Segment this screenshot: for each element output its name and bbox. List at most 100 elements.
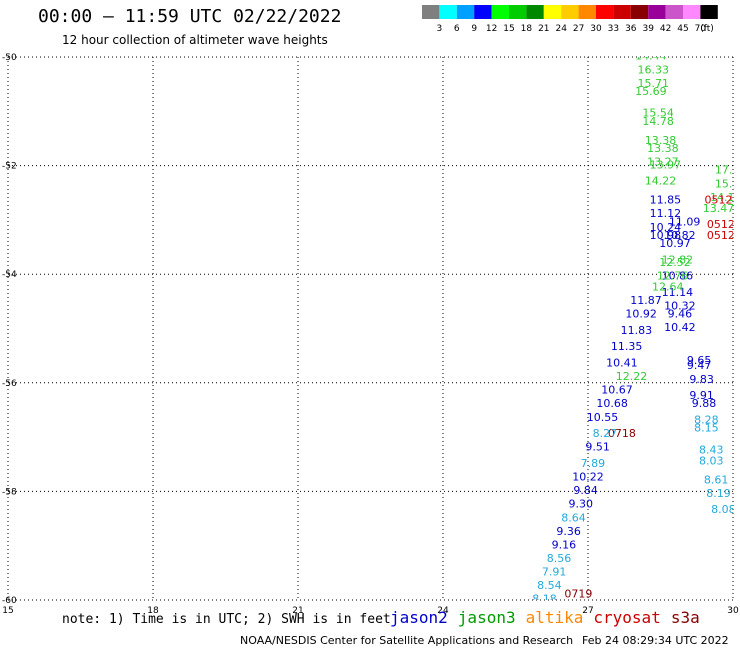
- data-point-label: 14.44: [635, 50, 667, 63]
- data-point-label: 10.82: [664, 229, 696, 242]
- satellite-label: cryosat: [593, 608, 661, 627]
- y-tick-label: -54: [2, 270, 17, 280]
- data-point-label: 10.32: [664, 299, 696, 312]
- data-point-label: 10.98: [650, 229, 682, 242]
- y-tick-label: -60: [2, 596, 17, 606]
- satellite-label: altika: [525, 608, 584, 627]
- legend-swatch: [561, 5, 579, 19]
- legend-tick-label: 45: [677, 24, 688, 33]
- data-point-label: 14.22: [645, 175, 677, 188]
- data-point-label: 15.54: [642, 107, 674, 120]
- data-point-label: 13.97: [650, 158, 682, 171]
- legend-swatch: [491, 5, 509, 19]
- credit-text: NOAA/NESDIS Center for Satellite Applica…: [240, 634, 574, 647]
- legend-swatch: [648, 5, 666, 19]
- data-point-label: 9.84: [573, 484, 598, 497]
- data-point-label: 14.78: [642, 115, 674, 128]
- data-point-label: 0512: [707, 229, 735, 242]
- data-point-label: 10.41: [606, 357, 638, 370]
- data-point-label: 11.14: [662, 286, 694, 299]
- data-point-label: 9.36: [556, 525, 581, 538]
- x-tick-label: 27: [582, 606, 593, 616]
- footer-note: note: 1) Time is in UTC; 2) SWH is in fe…: [62, 612, 391, 627]
- x-tick-label: 24: [437, 606, 449, 616]
- legend-swatch: [578, 5, 596, 19]
- x-tick-label: 15: [2, 606, 13, 616]
- satellite-label: jason3: [457, 608, 516, 627]
- data-point-label: 14.19: [710, 191, 740, 204]
- legend-swatch: [509, 5, 527, 19]
- data-point-label: 10.22: [572, 471, 604, 484]
- data-point-label: 11.85: [650, 194, 682, 207]
- data-point-label: 8.27: [593, 427, 618, 440]
- legend-swatch: [665, 5, 683, 19]
- data-point-label: 7.89: [581, 457, 606, 470]
- data-point-label: 8.19: [706, 487, 731, 500]
- legend-tick-label: 30: [590, 24, 602, 33]
- data-point-label: 8.03: [699, 454, 724, 467]
- y-tick-label: -50: [2, 53, 17, 63]
- data-point-label: 11.12: [650, 207, 682, 220]
- data-point-label: 13.38: [647, 142, 679, 155]
- legend-tick-label: 12: [486, 24, 497, 33]
- data-point-label: 12.52: [659, 256, 691, 269]
- data-point-label: 9.51: [585, 441, 610, 454]
- data-point-label: 0512: [707, 218, 735, 231]
- data-point-label: 9.88: [692, 397, 717, 410]
- data-point-label: 8.64: [561, 511, 586, 524]
- legend-swatch: [439, 5, 457, 19]
- x-tick-label: 18: [147, 606, 159, 616]
- legend-tick-label: 9: [471, 24, 477, 33]
- data-point-label: 0512: [705, 194, 733, 207]
- satellite-legend: jason2 jason3 altika cryosat s3a: [390, 608, 710, 627]
- data-point-label: 11.09: [669, 215, 701, 228]
- data-point-label: 17.14: [715, 164, 740, 177]
- x-tick-label: 30: [727, 606, 739, 616]
- data-point-label: 10.86: [662, 270, 694, 283]
- data-point-label: 10.97: [659, 237, 691, 250]
- data-point-label: 9.47: [687, 359, 712, 372]
- data-point-label: 13.47: [703, 202, 735, 215]
- legend-swatch: [630, 5, 649, 19]
- legend-tick-label: 33: [608, 24, 619, 33]
- legend-swatch: [422, 5, 440, 19]
- data-point-label: 9.65: [687, 354, 712, 367]
- chart-subtitle: 12 hour collection of altimeter wave hei…: [62, 33, 328, 47]
- data-point-label: 13.27: [647, 156, 679, 169]
- legend-tick-label: 6: [454, 24, 460, 33]
- timestamp: Feb 24 08:29:34 UTC 2022: [582, 634, 729, 647]
- y-tick-label: -58: [2, 487, 17, 497]
- chart-title: 00:00 – 11:59 UTC 02/22/2022: [38, 6, 342, 27]
- data-point-label: 11.87: [630, 294, 662, 307]
- legend-swatch: [596, 5, 614, 19]
- satellite-label: jason2: [390, 608, 448, 627]
- legend-swatch: [700, 5, 718, 19]
- data-point-label: 9.91: [689, 389, 714, 402]
- color-legend: 3 6 9 12 15 18 21 24 27 30 33 36 39 42 45 70(ft): [422, 5, 718, 33]
- data-point-label: 10.55: [587, 411, 619, 424]
- legend-unit: (ft): [700, 24, 714, 33]
- legend-tick-label: 70: [695, 24, 707, 33]
- data-point-label: 0718: [608, 427, 636, 440]
- data-point-label: 12.64: [652, 280, 684, 293]
- data-point-label: 11.83: [621, 324, 653, 337]
- legend-tick-label: 36: [625, 24, 637, 33]
- data-point-label: 12.22: [616, 370, 648, 383]
- data-point-label: 15.69: [635, 85, 667, 98]
- data-point-label: 8.18: [532, 593, 557, 606]
- data-point-label: 16.33: [638, 63, 670, 76]
- data-point-label: 9.46: [668, 308, 693, 321]
- y-tick-label: -52: [2, 162, 17, 172]
- legend-swatch: [526, 5, 544, 19]
- data-point-label: 12.82: [662, 253, 694, 266]
- data-point-label: 12.76: [657, 270, 689, 283]
- legend-tick-label: 39: [642, 24, 654, 33]
- data-point-label: 10.92: [625, 308, 657, 321]
- legend-swatch: [683, 5, 701, 19]
- data-point-label: 8.56: [547, 552, 572, 565]
- data-point-label: 10.67: [601, 384, 633, 397]
- data-point-label: 8.15: [694, 422, 719, 435]
- legend-tick-label: 18: [521, 24, 533, 33]
- data-point-label: 15.71: [638, 77, 670, 90]
